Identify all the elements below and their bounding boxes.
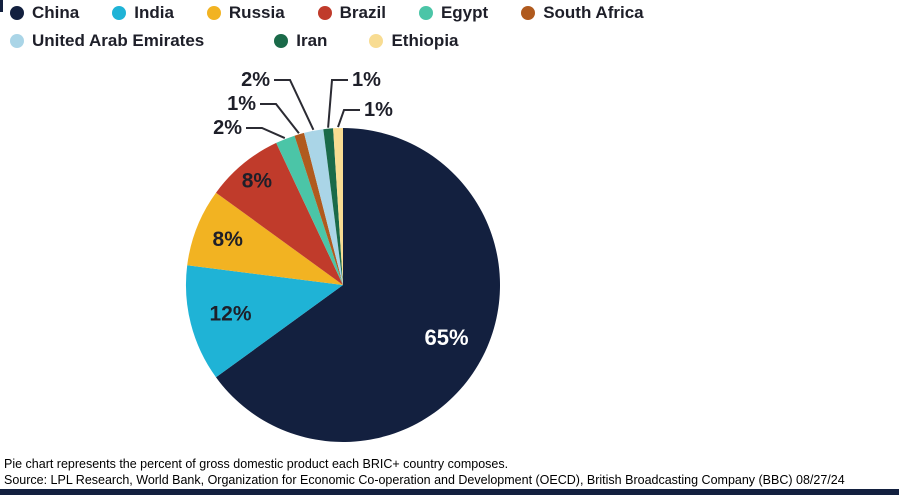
legend-swatch-ethiopia-icon: [369, 34, 384, 48]
legend-item-iran: Iran: [274, 31, 327, 51]
pie-label-iran: 1%: [352, 69, 381, 91]
pie-label-india: 12%: [209, 302, 251, 325]
legend-label: Russia: [228, 3, 285, 22]
legend-label: China: [32, 3, 80, 22]
legend-label: India: [134, 3, 174, 22]
pie-slice-china: [216, 128, 501, 442]
callout-line-iran: [327, 79, 348, 128]
legend-swatch-russia-icon: [206, 6, 221, 20]
legend-swatch-china-icon: [10, 6, 24, 20]
legend-label: Ethiopia: [391, 31, 459, 50]
pie-slice-egypt: [276, 135, 343, 285]
pie-label-china: 65%: [424, 325, 468, 350]
legend-item-united-arab-emirates: United Arab Emirates: [10, 31, 204, 51]
pie-label-russia: 8%: [213, 228, 244, 251]
chart-legend: China India Russia Brazil Egypt South Africa U…: [10, 0, 644, 54]
callout-line-united-arab-emirates: [274, 79, 315, 131]
pie-slice-ethiopia: [333, 127, 343, 285]
callout-line-ethiopia: [337, 109, 360, 128]
legend-item-ethiopia: Ethiopia: [369, 31, 459, 51]
legend-swatch-egypt-icon: [418, 6, 433, 20]
legend-label: Egypt: [440, 3, 489, 22]
pie-slice-united-arab-emirates: [304, 129, 343, 285]
pie-slice-south-africa: [294, 132, 343, 285]
legend-label: United Arab Emirates: [32, 31, 205, 50]
pie-slice-india: [185, 265, 343, 378]
legend-swatch-brazil-icon: [317, 6, 332, 20]
bottom-accent-bar: [0, 489, 899, 495]
legend-row: China India Russia Brazil Egypt South Africa: [10, 0, 644, 26]
pie-slice-iran: [323, 128, 343, 285]
source-line: Source: LPL Research, World Bank, Organi…: [4, 473, 845, 487]
pie-label-egypt: 2%: [213, 117, 242, 139]
legend-row: United Arab Emirates Iran Ethiopia: [10, 28, 644, 54]
legend-label: Iran: [296, 31, 328, 50]
legend-item-india: India: [112, 3, 174, 23]
callout-line-south-africa: [260, 103, 300, 134]
legend-item-south-africa: South Africa: [521, 3, 644, 23]
pie-label-brazil: 8%: [242, 170, 273, 193]
callout-line-egypt: [246, 127, 286, 140]
window-edge-artifact: [0, 0, 3, 12]
pie-slice-russia: [187, 192, 343, 285]
legend-swatch-india-icon: [112, 6, 127, 20]
pie-label-united-arab-emirates: 2%: [241, 69, 270, 91]
pie-label-ethiopia: 1%: [364, 99, 393, 121]
legend-item-russia: Russia: [206, 3, 285, 23]
legend-item-egypt: Egypt: [418, 3, 489, 23]
legend-item-china: China: [10, 3, 79, 23]
chart-footnote: Pie chart represents the percent of gros…: [4, 457, 509, 471]
legend-item-brazil: Brazil: [317, 3, 386, 23]
legend-label: Brazil: [339, 3, 386, 22]
legend-label: South Africa: [543, 3, 644, 22]
legend-swatch-south-africa-icon: [521, 6, 536, 20]
legend-swatch-iran-icon: [274, 34, 289, 48]
pie-slice-brazil: [216, 142, 343, 285]
legend-swatch-united-arab-emirates-icon: [10, 34, 24, 48]
pie-label-south-africa: 1%: [227, 93, 256, 115]
